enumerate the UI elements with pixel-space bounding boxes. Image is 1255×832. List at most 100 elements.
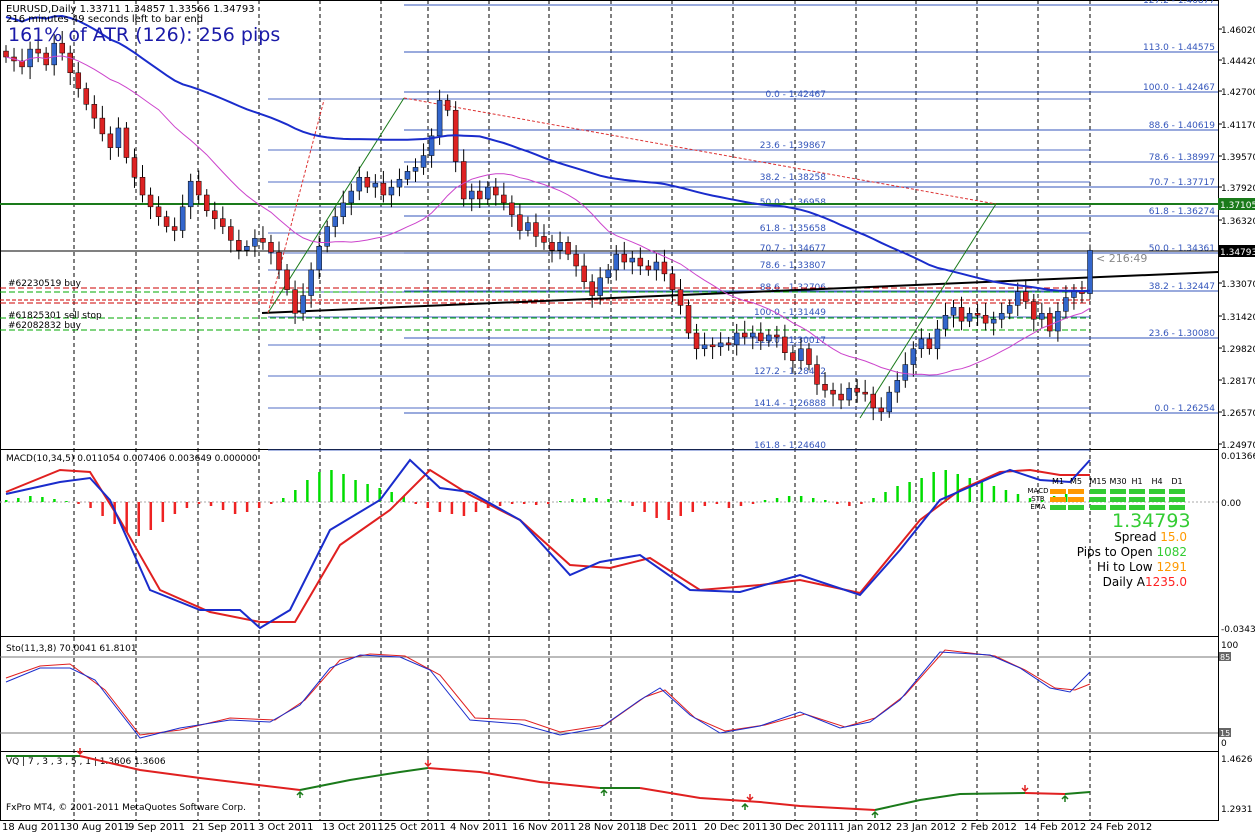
- bear-candle: [268, 242, 274, 253]
- macd-timeframe-label: H1: [1131, 477, 1142, 486]
- bear-candle: [260, 238, 266, 243]
- macd-status-cell: [1129, 497, 1145, 502]
- vq-up-arrow: [871, 810, 879, 818]
- macd-bar: [944, 470, 947, 502]
- bear-candle: [91, 104, 98, 119]
- bear-candle: [517, 214, 523, 231]
- macd-bar: [29, 496, 32, 502]
- macd-status-cell: [1169, 489, 1185, 494]
- macd-bar: [257, 502, 261, 508]
- macd-bar: [522, 502, 526, 504]
- macd-bar: [137, 502, 140, 536]
- daily-label: Daily A: [1102, 575, 1145, 589]
- bull-candle: [316, 246, 322, 271]
- fast-moving-average: [5, 55, 1091, 376]
- fib-label-mid: 70.7 - 1.34677: [760, 244, 826, 254]
- hi-low-label: Hi to Low: [1096, 560, 1153, 574]
- vq-down-arrow: [76, 748, 84, 756]
- macd-row-label: MACD: [1028, 487, 1049, 495]
- macd-bar: [5, 500, 8, 502]
- macd-bar: [643, 502, 646, 512]
- bear-candle: [565, 242, 571, 255]
- macd-status-cell: [1149, 497, 1165, 502]
- bull-candle: [910, 348, 917, 365]
- bull-candle: [244, 246, 250, 251]
- fib-label-mid: 141.4 - 1.26888: [754, 399, 826, 409]
- bull-candle: [340, 202, 346, 217]
- macd-bar: [366, 484, 369, 502]
- bull-candle: [597, 277, 603, 296]
- date-label: 20 Dec 2011: [704, 822, 768, 832]
- macd-bar: [619, 500, 622, 502]
- macd-bar: [209, 502, 213, 506]
- bear-candle: [621, 253, 628, 263]
- stoch-title: Sto(11,3,8) 70.0041 61.8101: [6, 644, 137, 654]
- macd-status-cell: [1050, 505, 1066, 510]
- fib-label-right: 50.0 - 1.34361: [1149, 244, 1215, 254]
- bear-candle: [1031, 301, 1037, 320]
- bar-countdown: 216 minutes 49 seconds left to bar end: [6, 14, 204, 25]
- macd-bar: [799, 496, 803, 502]
- macd-bar: [703, 502, 707, 506]
- fib-label-right: 38.2 - 1.32447: [1149, 282, 1215, 292]
- copyright: FxPro MT4, © 2001-2011 MetaQuotes Softwa…: [6, 803, 246, 813]
- bear-candle: [139, 177, 146, 196]
- macd-bar: [197, 502, 201, 504]
- macd-status-cell: [1068, 489, 1084, 494]
- date-label: 4 Nov 2011: [450, 822, 508, 832]
- bull-candle: [388, 186, 395, 196]
- macd-bar: [269, 502, 273, 504]
- macd-bar: [173, 502, 177, 514]
- date-label: 14 Feb 2012: [1024, 822, 1086, 832]
- macd-bar: [571, 499, 574, 502]
- macd-bar: [318, 472, 321, 502]
- bear-candle: [806, 348, 812, 365]
- bar-timer: < 216:49: [1096, 252, 1147, 265]
- macd-timeframe-label: H4: [1151, 477, 1162, 486]
- fib-label-mid: 127.2 - 1.28452: [754, 367, 826, 377]
- fib-label-mid: 78.6 - 1.33807: [760, 261, 826, 271]
- vq-line: [427, 767, 601, 789]
- macd-bar: [125, 502, 128, 532]
- bull-candle: [428, 135, 435, 156]
- bear-candle: [19, 60, 25, 68]
- macd-bar: [655, 502, 658, 518]
- bull-candle: [894, 380, 901, 393]
- date-label: 30 Dec 2011: [769, 822, 833, 832]
- macd-status-cell: [1090, 497, 1106, 502]
- bear-candle: [637, 257, 644, 267]
- macd-status-cell: [1110, 505, 1126, 510]
- bear-candle: [1047, 313, 1053, 332]
- macd-status-cell: [1149, 505, 1165, 510]
- daily-value: 1235.0: [1145, 575, 1187, 589]
- price-axis-label: 1.41170: [1221, 121, 1255, 131]
- macd-bar: [956, 474, 960, 502]
- macd-bar: [691, 502, 695, 512]
- dashboard-price: 1.34793: [1112, 510, 1191, 532]
- date-label: 23 Jan 2012: [896, 822, 956, 832]
- bull-candle: [733, 332, 740, 346]
- bear-candle: [854, 387, 860, 393]
- bull-candle: [629, 257, 636, 263]
- price-axis-label: 1.24970: [1221, 441, 1255, 451]
- bear-candle: [870, 393, 876, 409]
- bull-candle: [942, 315, 949, 330]
- pips-open-value: 1082: [1156, 545, 1187, 559]
- daily-row: Daily A1235.0: [1103, 575, 1187, 589]
- date-label: 21 Sep 2011: [192, 822, 255, 832]
- macd-bar: [294, 490, 297, 502]
- macd-timeframe-label: M5: [1070, 477, 1082, 486]
- bear-candle: [533, 222, 539, 237]
- bull-candle: [934, 328, 941, 350]
- candles-group: [3, 30, 1093, 421]
- spread-value: 15.0: [1160, 530, 1187, 544]
- date-label: 2 Feb 2012: [961, 822, 1017, 832]
- bear-candle: [493, 186, 499, 196]
- vq-line: [639, 787, 876, 811]
- bear-candle: [589, 281, 595, 296]
- macd-bar: [41, 497, 44, 502]
- bear-candle: [838, 393, 844, 401]
- bear-candle: [814, 364, 820, 385]
